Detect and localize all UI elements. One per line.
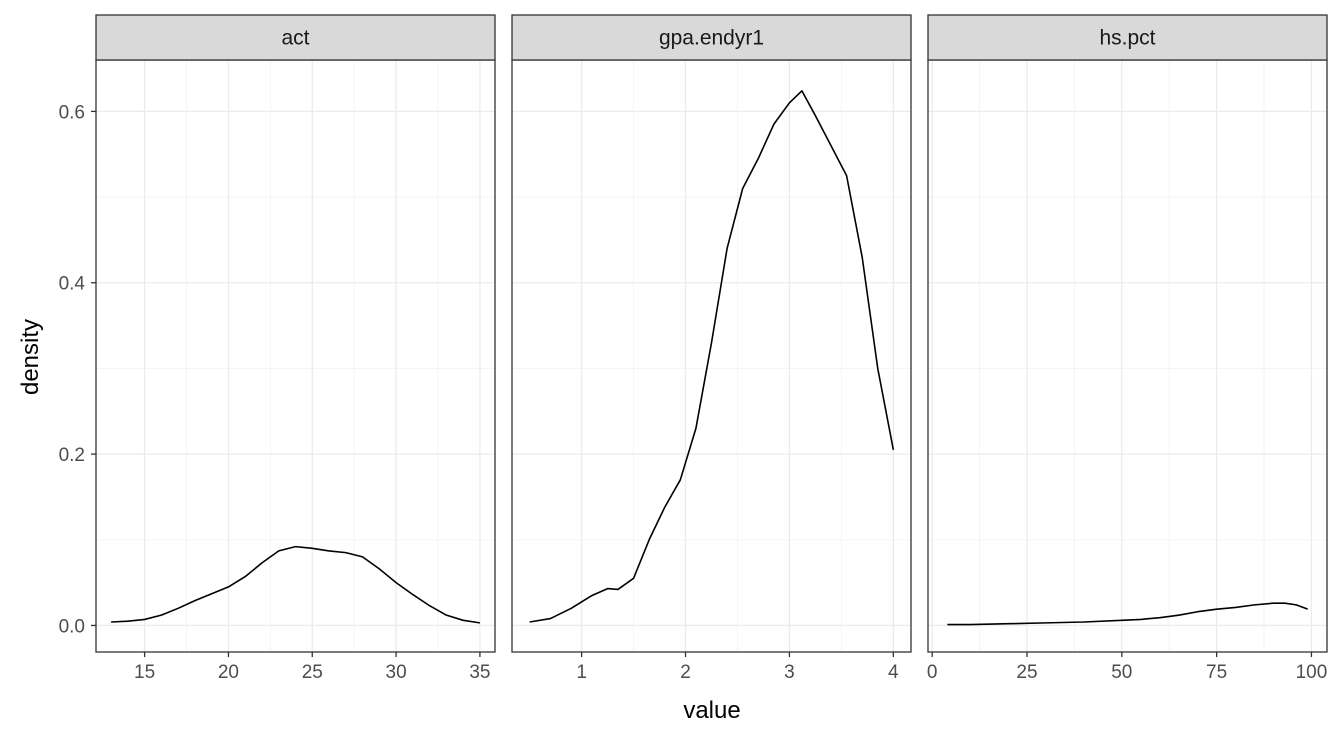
- x-tick-label: 4: [888, 662, 899, 683]
- x-tick-label: 1: [576, 662, 587, 683]
- panel-background: [96, 60, 495, 652]
- x-tick-label: 35: [469, 662, 490, 683]
- y-tick-label: 0.0: [59, 616, 85, 637]
- y-tick-label: 0.2: [59, 445, 85, 466]
- y-axis: 0.0 0.2 0.4 0.6: [59, 102, 96, 637]
- facet-strip-label: gpa.endyr1: [659, 27, 764, 50]
- density-line-hs.pct: [947, 602, 1308, 626]
- facet-strip-label: hs.pct: [1099, 27, 1155, 50]
- x-tick-label: 3: [784, 662, 795, 683]
- x-tick-label: 25: [302, 662, 323, 683]
- density-line-gpa.endyr1: [529, 90, 895, 623]
- facet-strip: [95, 14, 496, 61]
- panel-background: [928, 60, 1327, 652]
- x-tick-label: 50: [1111, 662, 1132, 683]
- x-tick-label: 2: [680, 662, 691, 683]
- x-tick-label: 25: [1016, 662, 1037, 683]
- facet-panel-1: gpa.endyr1 1 2 3 4: [511, 14, 912, 683]
- facet-strip-label: act: [281, 27, 309, 50]
- panel-background: [512, 60, 911, 652]
- x-tick-label: 30: [386, 662, 407, 683]
- y-tick-label: 0.4: [59, 274, 86, 295]
- facet-panels: act 15 20 25 30 35 gpa.endyr1 1 2 3 4 hs.pct 0 25 50 75…: [95, 14, 1328, 683]
- x-axis-title: value: [683, 697, 740, 724]
- x-tick-label: 15: [134, 662, 155, 683]
- x-tick-label: 100: [1296, 662, 1328, 683]
- facet-panel-0: act 15 20 25 30 35: [95, 14, 496, 683]
- y-tick-label: 0.6: [59, 102, 85, 123]
- facet-strip: [927, 14, 1328, 61]
- x-tick-label: 75: [1206, 662, 1227, 683]
- x-tick-label: 20: [218, 662, 239, 683]
- facet-panel-2: hs.pct 0 25 50 75 100: [927, 14, 1328, 683]
- y-axis-title: density: [17, 319, 44, 395]
- x-tick-label: 0: [927, 662, 938, 683]
- density-line-act: [111, 545, 481, 624]
- facet-strip: [511, 14, 912, 61]
